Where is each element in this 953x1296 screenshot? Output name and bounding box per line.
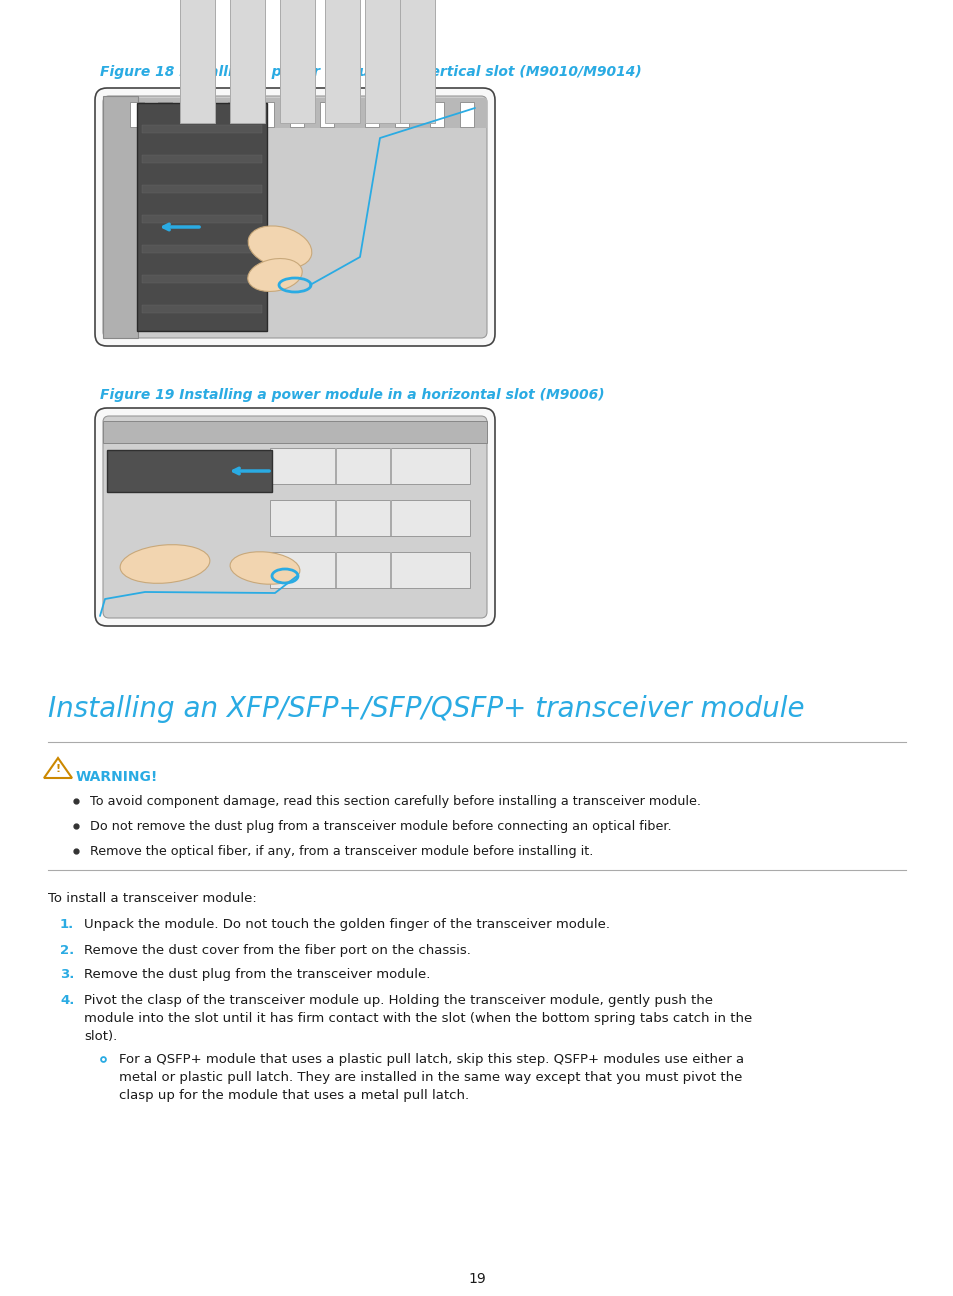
Bar bbox=[365, 102, 378, 127]
Bar bbox=[390, 448, 392, 483]
Bar bbox=[142, 245, 262, 253]
Text: Installing an XFP/SFP+/SFP/QSFP+ transceiver module: Installing an XFP/SFP+/SFP/QSFP+ transce… bbox=[48, 695, 803, 723]
Text: Unpack the module. Do not touch the golden finger of the transceiver module.: Unpack the module. Do not touch the gold… bbox=[84, 918, 609, 931]
Text: Figure 19 Installing a power module in a horizontal slot (M9006): Figure 19 Installing a power module in a… bbox=[100, 388, 604, 402]
Bar bbox=[142, 275, 262, 283]
Bar bbox=[270, 500, 470, 537]
Ellipse shape bbox=[230, 552, 299, 584]
Bar bbox=[399, 0, 435, 123]
Bar bbox=[280, 0, 314, 123]
Bar bbox=[142, 215, 262, 223]
Bar bbox=[186, 102, 200, 127]
Text: 3.: 3. bbox=[60, 968, 74, 981]
Text: To install a transceiver module:: To install a transceiver module: bbox=[48, 892, 256, 905]
Bar bbox=[290, 102, 304, 127]
Bar bbox=[390, 552, 392, 588]
Text: !: ! bbox=[55, 765, 60, 774]
Text: 2.: 2. bbox=[60, 943, 74, 956]
FancyBboxPatch shape bbox=[103, 96, 486, 338]
Text: 4.: 4. bbox=[60, 994, 74, 1007]
Polygon shape bbox=[44, 758, 71, 778]
Ellipse shape bbox=[120, 544, 210, 583]
Text: Remove the dust cover from the fiber port on the chassis.: Remove the dust cover from the fiber por… bbox=[84, 943, 471, 956]
Text: Remove the optical fiber, if any, from a transceiver module before installing it: Remove the optical fiber, if any, from a… bbox=[90, 845, 593, 858]
Bar bbox=[142, 185, 262, 193]
FancyBboxPatch shape bbox=[103, 416, 486, 618]
Bar bbox=[228, 102, 242, 127]
Bar bbox=[103, 421, 486, 443]
FancyBboxPatch shape bbox=[95, 408, 495, 626]
Bar bbox=[270, 448, 470, 483]
Text: To avoid component damage, read this section carefully before installing a trans: To avoid component damage, read this sec… bbox=[90, 794, 700, 807]
Bar bbox=[142, 124, 262, 133]
Bar bbox=[365, 0, 399, 123]
Text: Do not remove the dust plug from a transceiver module before connecting an optic: Do not remove the dust plug from a trans… bbox=[90, 820, 671, 833]
Bar bbox=[158, 102, 172, 127]
Text: slot).: slot). bbox=[84, 1030, 117, 1043]
Bar bbox=[335, 552, 336, 588]
Bar bbox=[270, 552, 470, 588]
Text: For a QSFP+ module that uses a plastic pull latch, skip this step. QSFP+ modules: For a QSFP+ module that uses a plastic p… bbox=[119, 1052, 743, 1067]
Text: clasp up for the module that uses a metal pull latch.: clasp up for the module that uses a meta… bbox=[119, 1089, 469, 1102]
Bar bbox=[335, 500, 336, 537]
Bar bbox=[130, 102, 144, 127]
Text: metal or plastic pull latch. They are installed in the same way except that you : metal or plastic pull latch. They are in… bbox=[119, 1070, 741, 1083]
Ellipse shape bbox=[248, 258, 302, 292]
Bar bbox=[103, 96, 138, 338]
Text: Figure 18 Installing a power module in a vertical slot (M9010/M9014): Figure 18 Installing a power module in a… bbox=[100, 65, 641, 79]
Text: WARNING!: WARNING! bbox=[76, 770, 158, 784]
Text: module into the slot until it has firm contact with the slot (when the bottom sp: module into the slot until it has firm c… bbox=[84, 1012, 752, 1025]
Bar bbox=[103, 98, 486, 128]
Bar bbox=[319, 102, 334, 127]
Bar bbox=[459, 102, 474, 127]
Bar bbox=[390, 500, 392, 537]
Text: Pivot the clasp of the transceiver module up. Holding the transceiver module, ge: Pivot the clasp of the transceiver modul… bbox=[84, 994, 712, 1007]
Bar bbox=[107, 450, 272, 492]
Text: Remove the dust plug from the transceiver module.: Remove the dust plug from the transceive… bbox=[84, 968, 430, 981]
Bar bbox=[260, 102, 274, 127]
FancyBboxPatch shape bbox=[95, 88, 495, 346]
Bar bbox=[137, 102, 267, 330]
Bar bbox=[142, 156, 262, 163]
Text: 19: 19 bbox=[468, 1271, 485, 1286]
Text: 1.: 1. bbox=[60, 918, 74, 931]
Bar bbox=[325, 0, 359, 123]
Bar bbox=[180, 0, 214, 123]
Bar bbox=[142, 305, 262, 314]
Bar bbox=[335, 448, 336, 483]
Bar bbox=[430, 102, 443, 127]
Bar bbox=[395, 102, 409, 127]
Bar bbox=[230, 0, 265, 123]
Ellipse shape bbox=[248, 226, 312, 268]
